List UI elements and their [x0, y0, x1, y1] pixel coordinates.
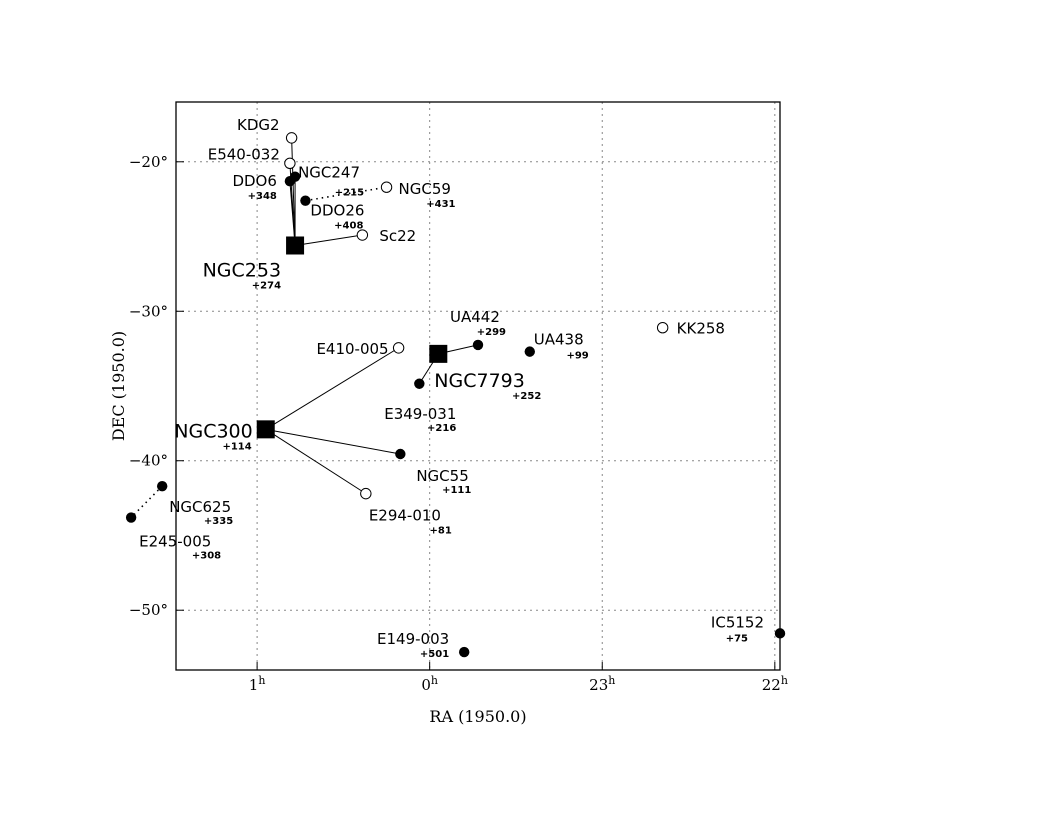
y-axis-title: DEC (1950.0)	[109, 331, 128, 441]
point-label: E349-031	[384, 405, 456, 423]
y-tick-label: −20°	[129, 153, 168, 171]
velocity-label: +274	[252, 280, 281, 291]
open-point-marker	[392, 342, 405, 354]
velocity-label: +408	[334, 221, 363, 232]
filled-point-marker	[395, 448, 406, 460]
point-label: E540-032	[208, 145, 280, 163]
point-label: UA442	[450, 308, 500, 326]
x-axis-title: RA (1950.0)	[429, 707, 526, 726]
velocity-label: +348	[248, 191, 277, 202]
point-label: E149-003	[377, 630, 449, 648]
point-label: KDG2	[237, 116, 280, 134]
open-point-marker	[380, 181, 393, 193]
filled-point-marker	[472, 339, 484, 351]
filled-point-marker	[458, 646, 470, 658]
point-label: NGC55	[416, 467, 468, 485]
point-labels: NGC253+274 NGC300+114 NGC7793+252 KDG2 E540-…	[139, 116, 764, 660]
connection-line	[265, 347, 399, 430]
connection-line	[265, 428, 401, 455]
velocity-label: +308	[192, 551, 221, 562]
markers	[125, 132, 786, 658]
open-point-marker	[285, 132, 298, 144]
point-label: NGC625	[169, 498, 231, 516]
open-point-marker	[360, 487, 372, 500]
group-center-marker	[256, 420, 275, 439]
x-tick-label: 22h	[762, 674, 788, 694]
point-label: NGC253	[203, 259, 281, 281]
x-tick-label: 23h	[589, 674, 615, 694]
point-label: KK258	[677, 320, 725, 338]
connection-line	[294, 234, 363, 246]
velocity-label: +81	[430, 526, 452, 537]
point-label: DDO6	[232, 172, 276, 190]
point-label: NGC247	[298, 164, 360, 182]
filled-point-marker	[300, 195, 311, 206]
point-label: IC5152	[711, 613, 764, 631]
point-label: E410-005	[316, 340, 388, 358]
group-center-marker	[286, 236, 305, 255]
point-label: Sc22	[379, 227, 416, 245]
y-tick-label: −30°	[129, 302, 168, 320]
filled-point-marker	[284, 176, 296, 187]
velocity-label: +299	[477, 327, 506, 338]
point-label: NGC7793	[434, 370, 525, 392]
velocity-label: +431	[426, 199, 455, 210]
velocity-label: +99	[566, 351, 588, 362]
connection-line	[289, 181, 296, 246]
connection-line	[130, 485, 163, 519]
group-center-marker	[429, 344, 448, 363]
connections	[130, 137, 479, 519]
velocity-label: +216	[427, 423, 456, 434]
filled-point-marker	[524, 346, 535, 357]
velocity-label: +252	[512, 391, 541, 402]
velocity-label: +114	[222, 441, 251, 452]
velocity-label: +335	[204, 516, 233, 527]
open-point-marker	[356, 229, 369, 241]
point-label: NGC300	[174, 420, 252, 442]
velocity-label: +215	[335, 188, 364, 199]
point-label: UA438	[534, 331, 584, 349]
grid	[176, 102, 780, 670]
velocity-label: +111	[442, 485, 471, 496]
point-label: DDO26	[310, 202, 364, 220]
filled-point-marker	[156, 480, 168, 492]
x-tick-label: 0h	[421, 674, 438, 694]
filled-point-marker	[774, 628, 786, 639]
y-tick-label: −40°	[129, 452, 168, 470]
velocity-label: +75	[726, 633, 748, 644]
point-label: NGC59	[399, 180, 451, 198]
filled-point-marker	[414, 378, 425, 389]
x-tick-label: 1h	[249, 674, 266, 694]
velocity-label: +501	[420, 649, 449, 660]
point-label: E294-010	[369, 507, 441, 525]
open-point-marker	[284, 157, 296, 169]
connection-line	[291, 137, 296, 246]
axis-ticks: 1h 0h 23h 22h −20° −30° −40° −50°	[129, 153, 788, 694]
point-label: E245-005	[139, 533, 211, 551]
plot-frame	[175, 101, 781, 671]
filled-point-marker	[125, 512, 137, 523]
connection-line	[265, 428, 367, 495]
y-tick-label: −50°	[129, 601, 168, 619]
open-point-marker	[656, 322, 669, 334]
